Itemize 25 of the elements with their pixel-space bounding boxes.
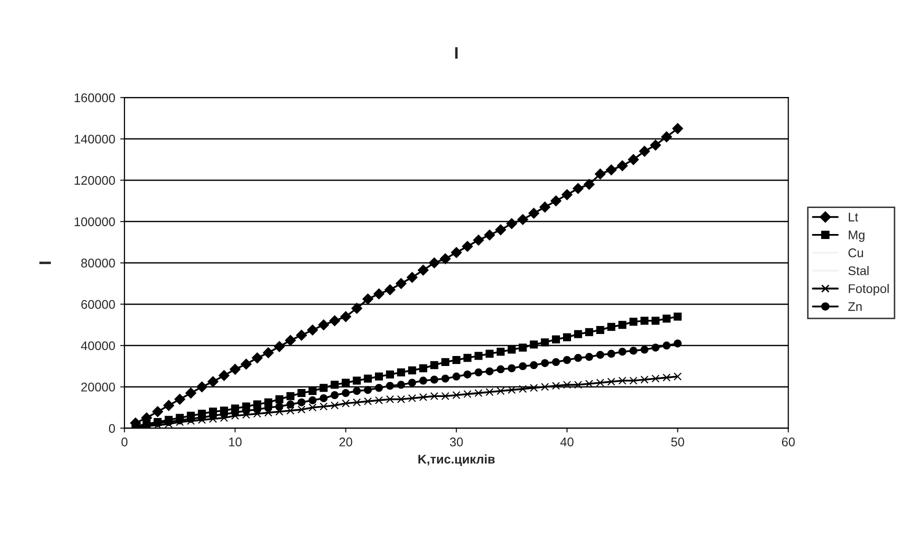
y-tick-label: 0 — [108, 424, 115, 433]
x-tick-label: 0 — [121, 438, 128, 446]
y-tick-label: 40000 — [80, 341, 115, 350]
x-axis-title: K,тис.циклів — [418, 454, 495, 466]
x-tick-label: 30 — [450, 438, 463, 446]
x-tick-label: 60 — [782, 438, 795, 446]
y-tick-label: 80000 — [81, 258, 115, 268]
y-tick-label: 140000 — [74, 134, 115, 144]
x-tick-label: 20 — [339, 438, 352, 446]
y-tick-label: 120000 — [74, 176, 115, 185]
legend-label: Mg — [848, 230, 864, 242]
y-tick-label: 100000 — [74, 217, 115, 226]
y-tick-label: 160000 — [74, 93, 115, 102]
chart-title: I — [455, 47, 458, 59]
legend-label: Stal — [848, 266, 869, 276]
legend-label: Fotopol — [848, 284, 889, 296]
y-tick-label: 60000 — [81, 300, 115, 309]
legend-label: Cu — [848, 248, 863, 258]
legend-label: Zn — [848, 302, 862, 311]
y-tick-label: 20000 — [81, 382, 115, 392]
x-tick-label: 10 — [229, 438, 242, 446]
x-tick-label: 50 — [671, 438, 684, 446]
y-axis-title: I — [39, 262, 51, 264]
legend-label: Lt — [848, 212, 858, 222]
x-tick-label: 40 — [560, 438, 574, 446]
